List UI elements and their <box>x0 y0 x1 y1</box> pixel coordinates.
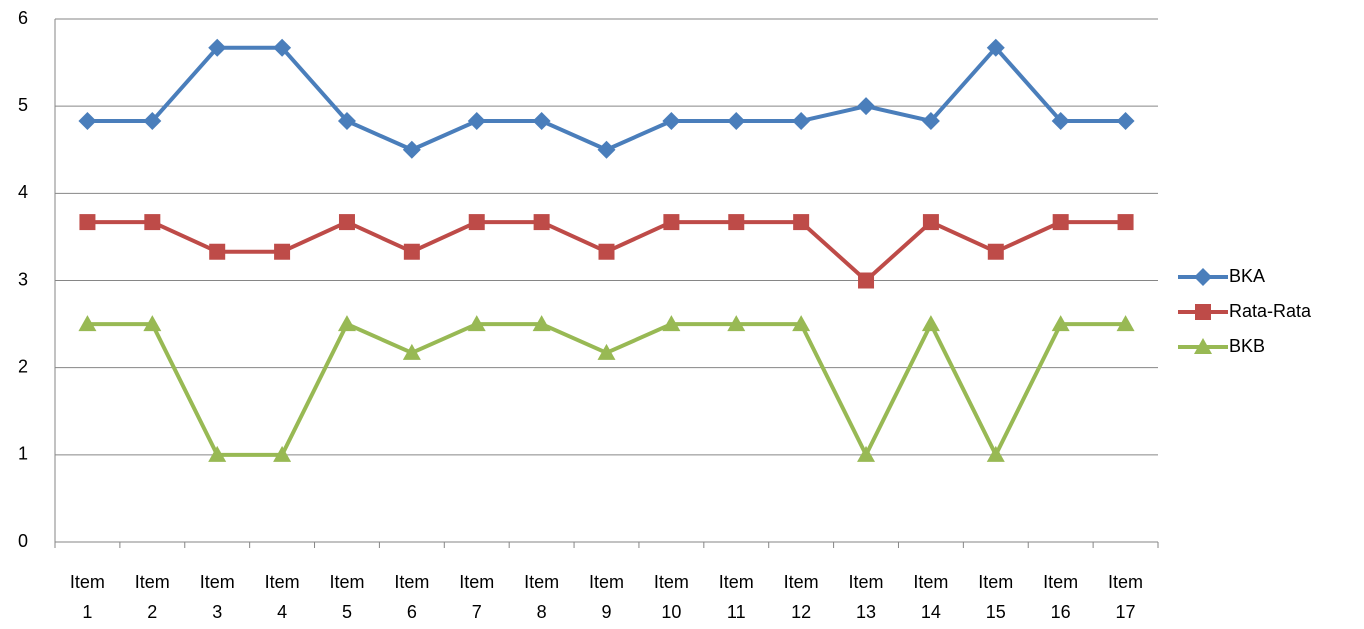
point <box>337 111 356 130</box>
point <box>987 243 1004 260</box>
point <box>273 445 292 462</box>
point <box>208 38 227 57</box>
point <box>986 38 1005 57</box>
x-tick-label: Item 14 <box>913 572 949 622</box>
y-tick-label: 1 <box>18 444 28 464</box>
x-tick-label: Item 3 <box>199 572 235 622</box>
point <box>79 214 96 231</box>
y-tick-label: 5 <box>18 95 28 115</box>
point <box>857 445 876 462</box>
point <box>857 97 876 116</box>
y-tick-label: 3 <box>18 269 28 289</box>
x-tick-label: Item 9 <box>588 572 624 622</box>
point <box>792 315 811 332</box>
point <box>663 214 680 231</box>
point <box>467 111 486 130</box>
point <box>208 445 227 462</box>
legend-label: Rata-Rata <box>1229 301 1312 321</box>
legend-marker <box>1194 268 1212 286</box>
point <box>1052 214 1069 231</box>
legend-label: BKA <box>1229 266 1265 286</box>
point <box>986 445 1005 462</box>
point <box>662 315 681 332</box>
point <box>337 315 356 332</box>
point <box>598 243 615 260</box>
point <box>78 315 97 332</box>
x-tick-label: Item 1 <box>69 572 105 622</box>
point <box>402 140 421 159</box>
point <box>1051 315 1070 332</box>
x-tick-label: Item 11 <box>718 572 754 622</box>
point <box>144 214 161 231</box>
point <box>403 243 420 260</box>
series-line <box>87 45 1126 152</box>
point <box>792 111 811 130</box>
point <box>467 315 486 332</box>
point <box>727 111 746 130</box>
point <box>143 315 162 332</box>
point <box>1117 214 1134 231</box>
point <box>662 111 681 130</box>
point <box>143 111 162 130</box>
point <box>1116 315 1135 332</box>
point <box>597 343 616 360</box>
point <box>597 140 616 159</box>
x-tick-label: Item 7 <box>459 572 495 622</box>
point <box>338 214 355 231</box>
x-tick-label: Item 12 <box>783 572 819 622</box>
point <box>274 243 291 260</box>
x-tick-label: Item 8 <box>524 572 560 622</box>
point <box>1116 111 1135 130</box>
y-tick-label: 0 <box>18 531 28 551</box>
legend-marker <box>1195 304 1211 320</box>
point <box>728 214 745 231</box>
legend-label: BKB <box>1229 336 1265 356</box>
x-tick-label: Item 6 <box>394 572 430 622</box>
point <box>78 111 97 130</box>
point <box>858 272 875 289</box>
point <box>532 111 551 130</box>
point <box>468 214 485 231</box>
x-tick-label: Item 15 <box>978 572 1014 622</box>
x-tick-label: Item 17 <box>1108 572 1144 622</box>
point <box>921 315 940 332</box>
point <box>922 214 939 231</box>
x-tick-label: Item 4 <box>264 572 300 622</box>
point <box>1051 111 1070 130</box>
x-tick-label: Item 13 <box>848 572 884 622</box>
series-line <box>87 322 1126 457</box>
x-tick-label: Item 16 <box>1043 572 1079 622</box>
point <box>533 214 550 231</box>
x-tick-label: Item 2 <box>134 572 170 622</box>
point <box>402 343 421 360</box>
point <box>727 315 746 332</box>
point <box>793 214 810 231</box>
y-tick-label: 4 <box>18 182 28 202</box>
legend-marker <box>1194 338 1212 354</box>
x-tick-label: Item 10 <box>653 572 689 622</box>
y-tick-label: 6 <box>18 8 28 28</box>
y-tick-label: 2 <box>18 356 28 376</box>
x-tick-label: Item 5 <box>329 572 365 622</box>
point <box>209 243 226 260</box>
point <box>921 111 940 130</box>
point <box>532 315 551 332</box>
point <box>273 38 292 57</box>
